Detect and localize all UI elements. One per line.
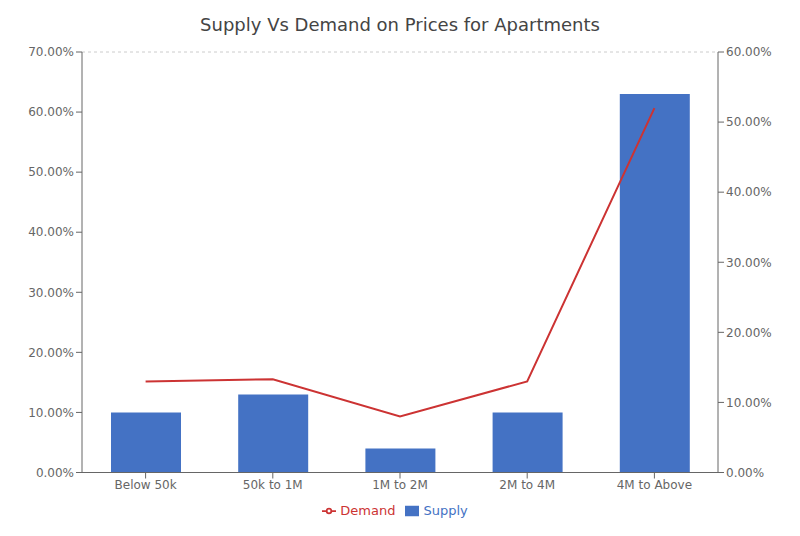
svg-text:30.00%: 30.00% (28, 286, 74, 300)
svg-text:20.00%: 20.00% (726, 326, 772, 340)
svg-text:0.00%: 0.00% (726, 466, 764, 480)
svg-text:20.00%: 20.00% (28, 346, 74, 360)
svg-text:50.00%: 50.00% (28, 165, 74, 179)
svg-text:50.00%: 50.00% (726, 115, 772, 129)
svg-text:10.00%: 10.00% (28, 406, 74, 420)
svg-text:40.00%: 40.00% (28, 225, 74, 239)
svg-text:30.00%: 30.00% (726, 256, 772, 270)
svg-text:10.00%: 10.00% (726, 396, 772, 410)
svg-text:50k to 1M: 50k to 1M (243, 478, 303, 492)
svg-text:0.00%: 0.00% (36, 466, 74, 480)
svg-text:2M to 4M: 2M to 4M (499, 478, 555, 492)
svg-text:1M to 2M: 1M to 2M (372, 478, 428, 492)
svg-text:4M to Above: 4M to Above (617, 478, 692, 492)
svg-text:Below 50k: Below 50k (115, 478, 177, 492)
svg-text:60.00%: 60.00% (726, 45, 772, 59)
svg-text:70.00%: 70.00% (28, 45, 74, 59)
svg-text:40.00%: 40.00% (726, 185, 772, 199)
svg-text:60.00%: 60.00% (28, 105, 74, 119)
html-text:Supply Vs Demand on Prices for: Supply Vs Demand on Prices for Apartment… (200, 14, 600, 35)
html-text:Demand: Demand (340, 502, 396, 518)
html-text:Supply: Supply (423, 502, 468, 518)
